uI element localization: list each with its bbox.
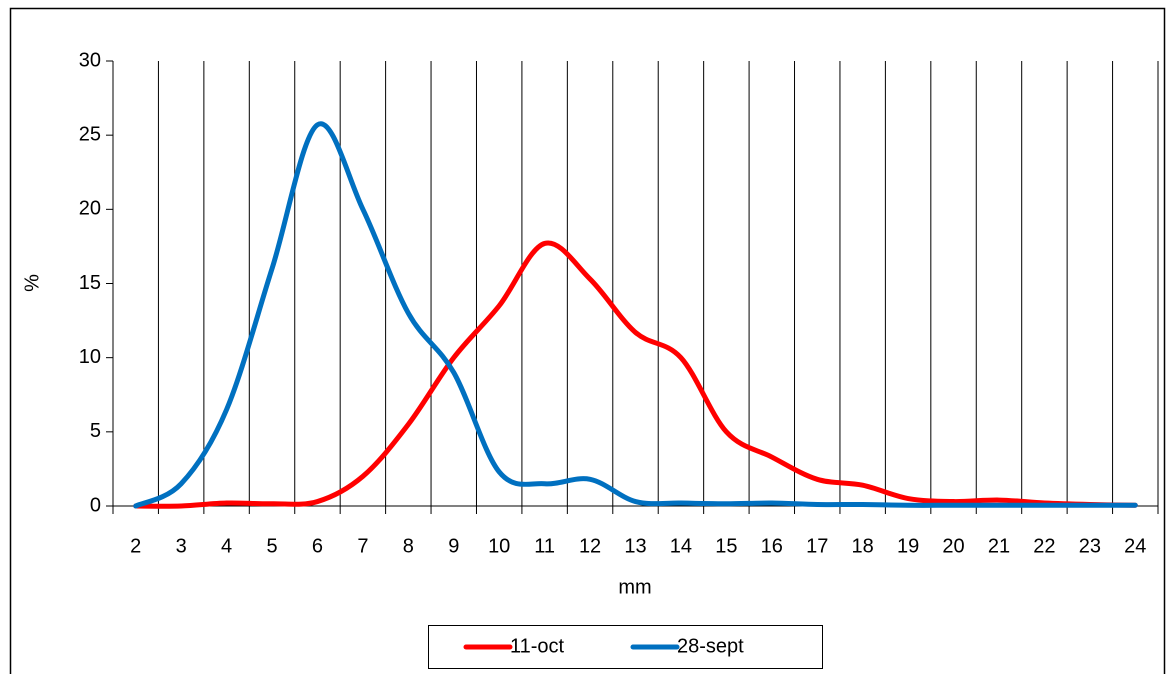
x-tick-label: 19 [897,535,919,557]
y-axis-label: % [21,274,43,292]
y-tick-label: 15 [79,272,101,294]
x-tick-label: 18 [852,535,874,557]
x-tick-label: 16 [761,535,783,557]
x-tick-label: 11 [534,535,555,557]
y-tick-label: 30 [79,49,101,71]
x-tick-label: 3 [176,535,187,557]
x-tick-label: 20 [942,535,964,557]
y-tick-label: 5 [90,420,101,442]
x-tick-label: 2 [130,535,141,557]
x-tick-label: 13 [624,535,646,557]
chart-frame [9,7,1166,674]
y-tick-label: 25 [79,123,101,145]
x-tick-label: 14 [670,535,692,557]
y-tick-label: 20 [79,198,101,220]
y-tick-label: 10 [79,346,101,368]
x-tick-label: 8 [403,535,414,557]
series-line [133,121,1138,509]
x-tick-label: 9 [448,535,459,557]
x-tick-label: 21 [988,535,1010,557]
x-tick-label: 12 [579,535,601,557]
x-tick-label: 24 [1124,535,1146,557]
y-tick-label: 0 [90,494,101,516]
series-line [133,240,1138,509]
x-tick-label: 15 [715,535,737,557]
x-tick-label: 10 [488,535,510,557]
x-tick-label: 6 [312,535,323,557]
legend-label: 11-oct [510,635,565,657]
x-tick-label: 23 [1079,535,1101,557]
x-axis-label: mm [618,576,651,598]
x-tick-label: 7 [357,535,368,557]
x-tick-label: 17 [806,535,828,557]
x-tick-label: 5 [266,535,277,557]
x-tick-label: 22 [1033,535,1055,557]
legend-label: 28-sept [677,635,744,657]
x-tick-label: 4 [221,535,232,557]
